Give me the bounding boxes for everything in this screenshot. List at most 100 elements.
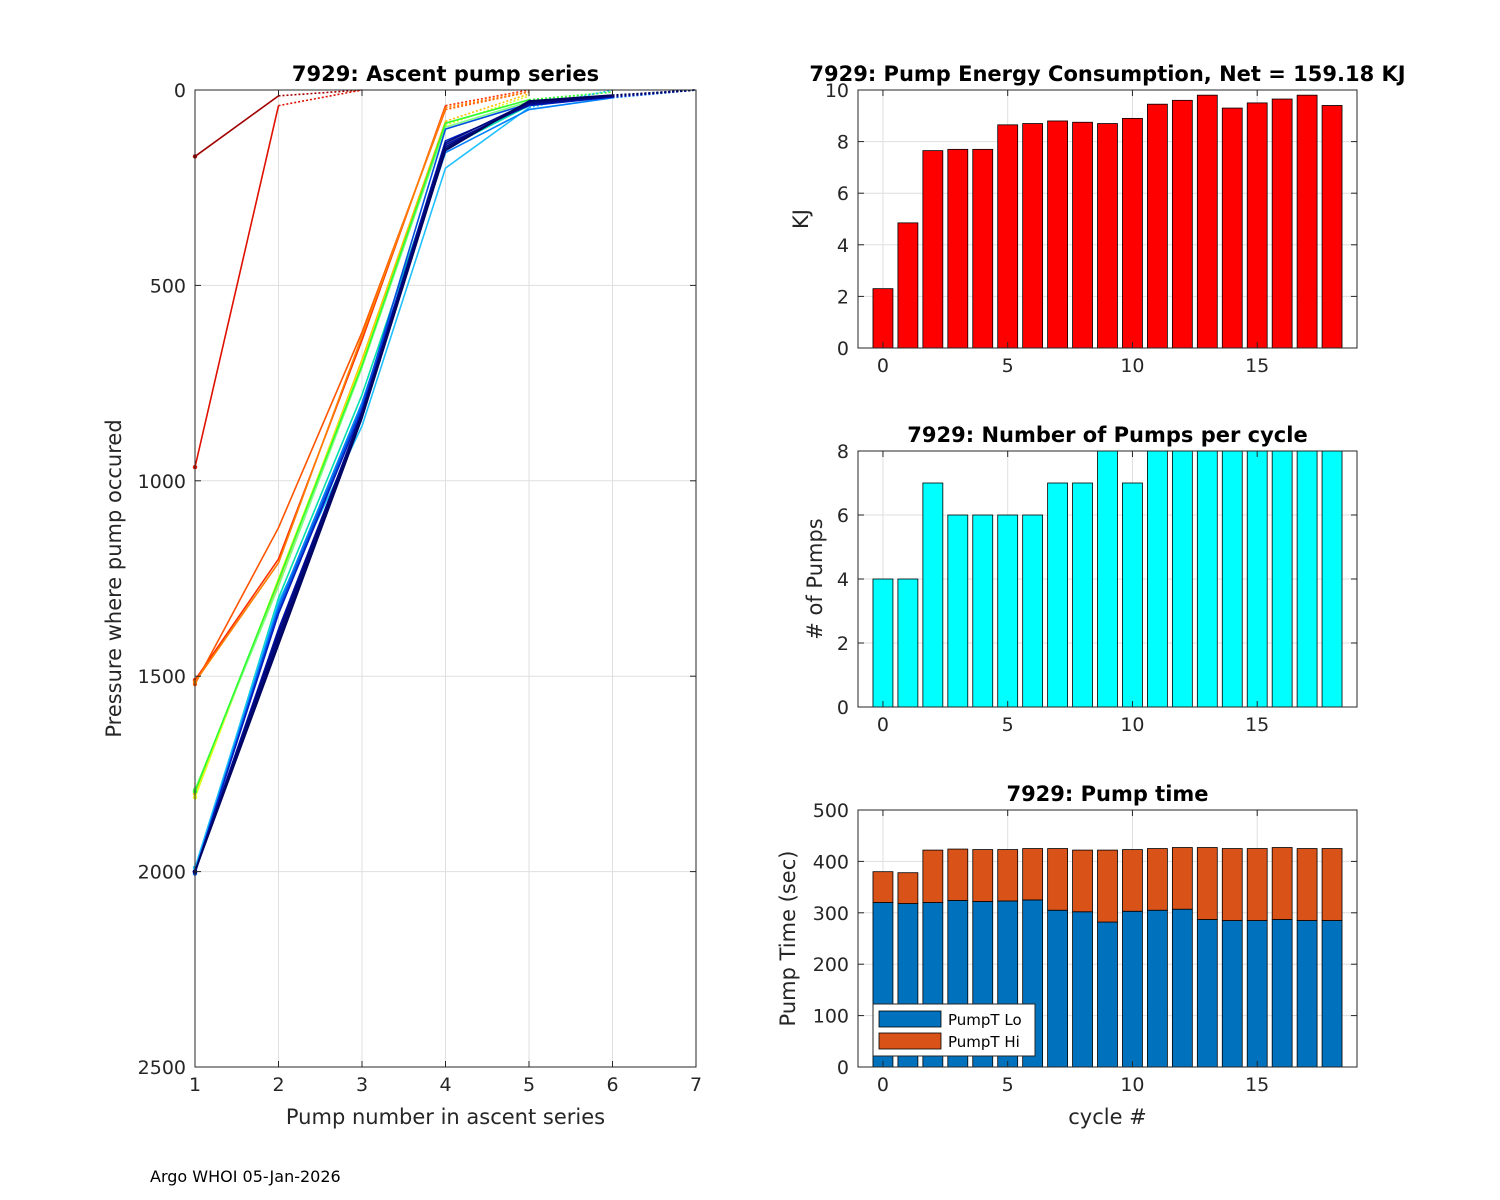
- energy-bar-17: [1296, 94, 1318, 349]
- x-axis-label: Pump number in ascent series: [286, 1105, 605, 1129]
- pumptime-bar-pumpt-lo-15: [1246, 920, 1268, 1068]
- x-tick-label: 5: [1002, 714, 1014, 736]
- chart-npumps: 0 5 10 15 0 2 4 6 8 7929: Number of Pumps per cyc…: [803, 423, 1358, 736]
- pumptime-bar-pumpt-hi-13: [1196, 847, 1218, 920]
- y-tick-label: 0: [837, 1057, 849, 1079]
- axes-frame: [857, 89, 1358, 349]
- energy-bar-2: [922, 150, 944, 349]
- x-tick-label: 10: [1120, 355, 1144, 377]
- x-tick-label: 15: [1245, 1074, 1269, 1096]
- y-tick-label: 0: [837, 697, 849, 719]
- y-axis-label: Pump Time (sec): [776, 851, 800, 1027]
- npumps-bar-3: [947, 514, 969, 708]
- x-tick-label: 7: [690, 1074, 702, 1096]
- series-dotted-cycle-0: [278, 89, 363, 97]
- y-tick-label: 400: [813, 851, 849, 873]
- npumps-bar-17: [1296, 450, 1318, 708]
- x-tick-label: 5: [1002, 1074, 1014, 1096]
- pumptime-bar-pumpt-hi-4: [972, 849, 994, 902]
- series-line-cycle-8: [194, 98, 530, 792]
- energy-bar-15: [1246, 102, 1268, 349]
- pumptime-bar-pumpt-hi-11: [1147, 848, 1168, 911]
- y-tick-label: 8: [837, 441, 849, 463]
- y-tick-label: 500: [150, 275, 186, 297]
- npumps-bar-4: [972, 514, 994, 708]
- y-tick-label: 10: [825, 80, 849, 102]
- legend-swatch-pumpt-hi: [878, 1032, 942, 1050]
- y-tick-label: 8: [837, 132, 849, 154]
- energy-bar-16: [1271, 98, 1293, 349]
- npumps-bar-11: [1147, 450, 1168, 708]
- npumps-bar-15: [1246, 450, 1268, 708]
- pumptime-bar-pumpt-hi-12: [1171, 847, 1193, 910]
- pumptime-bar-pumpt-hi-6: [1022, 848, 1044, 901]
- footer-text: Argo WHOI 05-Jan-2026: [150, 1167, 341, 1186]
- y-tick-label: 300: [813, 903, 849, 925]
- energy-bar-14: [1221, 107, 1243, 349]
- series-dotted-cycle-8: [528, 91, 613, 101]
- energy-bar-5: [997, 124, 1019, 349]
- series-line-cycle-4: [194, 107, 447, 683]
- legend-label: PumpT Lo: [948, 1011, 1022, 1029]
- pumptime-bar-pumpt-hi-7: [1047, 848, 1068, 911]
- energy-bar-9: [1097, 123, 1118, 349]
- pumptime-bar-pumpt-lo-14: [1221, 920, 1243, 1068]
- x-tick-label: 4: [439, 1074, 451, 1096]
- y-tick-label: 100: [813, 1006, 849, 1028]
- npumps-bar-8: [1072, 482, 1093, 708]
- x-tick-label: 0: [877, 1074, 889, 1096]
- legend-swatch-pumpt-lo: [878, 1010, 942, 1028]
- npumps-bar-14: [1221, 450, 1243, 708]
- npumps-bar-2: [922, 482, 944, 708]
- series-dotted-cycle-18: [612, 89, 697, 96]
- y-axis-label: KJ: [789, 209, 813, 229]
- axes-frame: [857, 809, 1358, 1068]
- y-tick-label: 0: [837, 338, 849, 360]
- energy-bar-7: [1047, 120, 1068, 349]
- legend: PumpT Lo PumpT Hi: [872, 1003, 1036, 1057]
- chart-title: 7929: Pump Energy Consumption, Net = 159…: [809, 62, 1405, 86]
- y-axis-label: # of Pumps: [803, 518, 827, 640]
- pumptime-bar-pumpt-hi-18: [1321, 848, 1343, 921]
- x-tick-label: 10: [1120, 714, 1144, 736]
- x-tick-label: 15: [1245, 714, 1269, 736]
- series-line-cycle-0: [194, 95, 279, 158]
- npumps-bar-13: [1196, 450, 1218, 708]
- npumps-bar-7: [1047, 482, 1068, 708]
- series-dotted-cycle-5: [445, 93, 530, 123]
- pumptime-bar-pumpt-hi-5: [997, 849, 1019, 902]
- pumptime-bar-pumpt-lo-13: [1196, 919, 1218, 1068]
- energy-bar-4: [972, 148, 994, 349]
- pumptime-bar-pumpt-lo-8: [1072, 911, 1093, 1068]
- x-axis-label: cycle #: [1068, 1105, 1147, 1129]
- pumptime-bar-pumpt-hi-14: [1221, 848, 1243, 921]
- y-tick-label: 0: [174, 80, 186, 102]
- chart-ascent: 1 2 3 4 5 6 7 0 500 1000 1500 2000 2500 7929: Ascent …: [102, 62, 702, 1129]
- x-tick-label: 3: [356, 1074, 368, 1096]
- energy-bar-13: [1196, 94, 1218, 349]
- pumptime-bar-pumpt-hi-0: [872, 871, 894, 903]
- npumps-bar-0: [872, 578, 894, 708]
- series-line-cycle-10: [194, 106, 530, 868]
- energy-bar-12: [1171, 99, 1193, 349]
- pumptime-bar-pumpt-lo-7: [1047, 909, 1068, 1068]
- y-tick-label: 1000: [138, 471, 186, 493]
- y-tick-label: 2: [837, 286, 849, 308]
- legend-label: PumpT Hi: [948, 1033, 1020, 1051]
- energy-bar-10: [1122, 117, 1143, 349]
- series-dotted-cycle-6: [445, 95, 530, 126]
- pumptime-bar-pumpt-lo-18: [1321, 920, 1343, 1068]
- x-tick-label: 5: [1002, 355, 1014, 377]
- npumps-bar-5: [997, 514, 1019, 708]
- y-tick-label: 6: [837, 183, 849, 205]
- pumptime-bar-pumpt-lo-16: [1271, 919, 1293, 1068]
- y-tick-label: 1500: [138, 666, 186, 688]
- energy-bar-11: [1147, 103, 1168, 349]
- chart-title: 7929: Number of Pumps per cycle: [907, 423, 1307, 447]
- y-tick-label: 4: [837, 235, 849, 257]
- y-tick-label: 200: [813, 954, 849, 976]
- pumptime-bar-pumpt-hi-17: [1296, 848, 1318, 921]
- npumps-bar-10: [1122, 482, 1143, 708]
